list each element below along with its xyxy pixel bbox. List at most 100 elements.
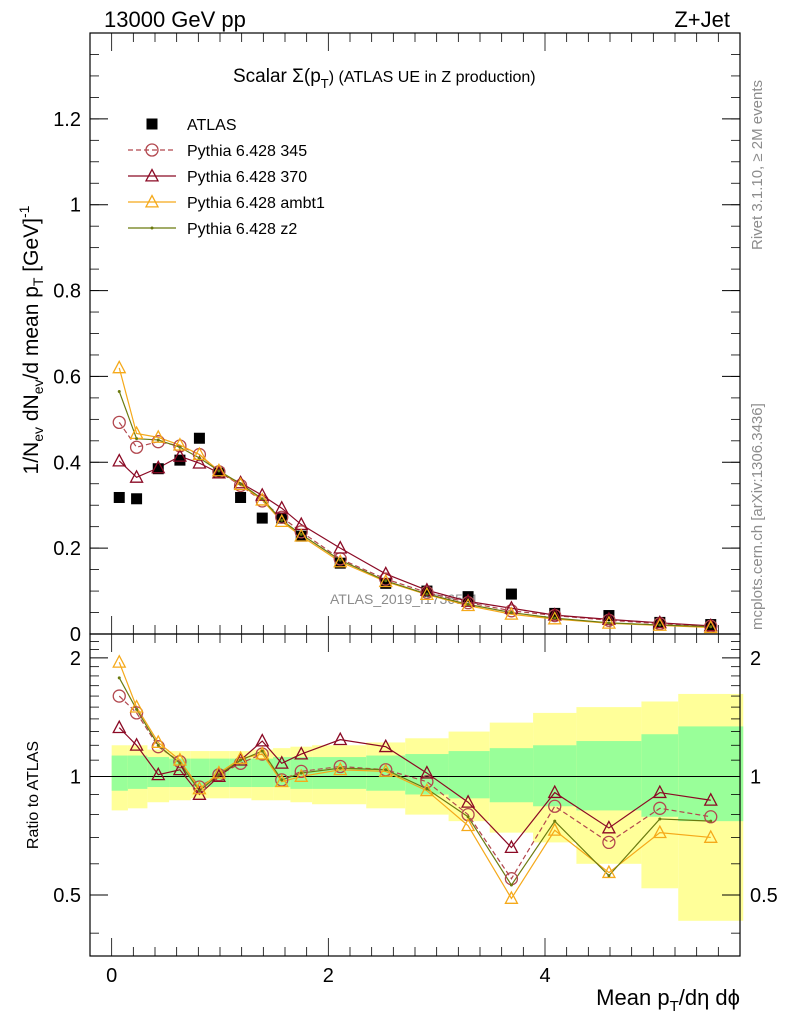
ratio-band-inner xyxy=(190,758,210,788)
plot-title-tail: ) (ATLAS UE in Z production) xyxy=(329,69,536,86)
main-y-tick-label: 0.6 xyxy=(53,366,81,388)
ratio-point-p345 xyxy=(333,759,347,774)
ratio-band-inner xyxy=(641,734,679,817)
legend-marker-z2 xyxy=(150,226,154,230)
main-point-z2 xyxy=(239,482,243,486)
main-point-ambt1 xyxy=(703,619,718,634)
ratio-point-z2 xyxy=(135,707,139,711)
main-y-tick-label: 0.2 xyxy=(53,538,81,560)
main-point-z2 xyxy=(217,469,221,473)
main-point-p370 xyxy=(652,614,667,629)
main-point-atlas xyxy=(256,512,268,524)
ratio-band-inner xyxy=(251,758,274,788)
main-point-atlas xyxy=(193,432,205,444)
ratio-point-ambt1 xyxy=(601,864,616,879)
ratio-band-inner xyxy=(127,755,148,789)
main-point-p370 xyxy=(274,500,289,514)
main-point-z2 xyxy=(260,497,264,501)
main-point-z2 xyxy=(117,389,121,393)
main-point-atlas xyxy=(334,557,346,569)
ratio-uncertainty-bands xyxy=(111,693,744,921)
ratio-point-p370 xyxy=(233,752,248,766)
ratio-series-line-p370 xyxy=(118,727,711,849)
main-point-atlas xyxy=(380,577,392,589)
ratio-point-z2 xyxy=(384,768,388,772)
main-point-p345 xyxy=(294,525,308,539)
x-tick-label: 4 xyxy=(539,965,550,987)
main-point-p370 xyxy=(172,448,187,462)
ratio-y-tick-label-right: 1 xyxy=(750,766,761,788)
ratio-point-ambt1 xyxy=(547,822,562,836)
main-point-p370 xyxy=(211,465,226,479)
main-point-atlas xyxy=(276,512,288,524)
main-data-layer xyxy=(112,359,718,634)
ratio-point-z2 xyxy=(425,787,429,791)
ratio-point-p370 xyxy=(378,738,393,753)
plot-title: Scalar Σ(pT) (ATLAS UE in Z production) xyxy=(233,66,536,91)
main-point-atlas xyxy=(152,463,164,475)
main-point-z2 xyxy=(384,579,388,583)
main-point-atlas xyxy=(174,454,186,466)
main-point-z2 xyxy=(509,611,513,615)
ratio-point-p370 xyxy=(172,761,187,776)
ratio-point-z2 xyxy=(260,749,264,753)
ratio-point-ambt1 xyxy=(504,890,519,904)
main-y-tick-label: 1.2 xyxy=(53,109,81,131)
main-point-p345 xyxy=(112,415,126,430)
ratio-y-tick-label-right: 0.5 xyxy=(750,885,778,907)
ratio-point-p370 xyxy=(703,792,718,806)
main-point-z2 xyxy=(658,623,662,627)
main-y-tick-label: 0.4 xyxy=(53,452,81,474)
x-axis-label-main: Mean p xyxy=(596,985,669,1010)
main-point-ambt1 xyxy=(378,573,393,588)
ratio-band-inner xyxy=(147,757,170,788)
ratio-point-p370 xyxy=(461,794,476,808)
main-point-p370 xyxy=(151,459,166,474)
main-point-z2 xyxy=(299,532,303,536)
legend-label-z2: Pythia 6.428 z2 xyxy=(187,221,297,238)
ratio-point-p345 xyxy=(653,801,667,815)
ratio-band-inner xyxy=(576,741,642,811)
main-point-z2 xyxy=(466,602,470,606)
main-point-z2 xyxy=(553,616,557,620)
main-point-ambt1 xyxy=(255,492,270,506)
side-label-rivet: Rivet 3.1.10, ≥ 2M events xyxy=(749,80,766,250)
ratio-point-z2 xyxy=(607,874,611,878)
ratio-point-z2 xyxy=(178,761,182,765)
ratio-y-tick-label: 2 xyxy=(70,648,81,670)
ratio-point-p370 xyxy=(419,765,434,779)
ratio-y-axis-label: Ratio to ATLAS xyxy=(25,741,42,849)
main-point-p370 xyxy=(547,607,562,621)
main-point-p345 xyxy=(504,604,519,618)
legend-label-p370: Pythia 6.428 370 xyxy=(187,169,307,186)
main-point-p345 xyxy=(461,596,475,610)
main-point-atlas xyxy=(213,467,225,479)
main-point-atlas xyxy=(654,616,666,628)
legend-marker-p345 xyxy=(145,143,159,157)
main-point-ambt1 xyxy=(504,606,519,620)
ratio-point-p370 xyxy=(294,746,309,760)
ratio-point-ambt1 xyxy=(703,829,718,843)
ratio-point-ambt1 xyxy=(211,765,226,779)
ratio-point-p345 xyxy=(294,764,308,779)
ratio-band-inner xyxy=(533,745,577,807)
ratio-data-layer xyxy=(112,654,718,904)
legend: ATLAS Pythia 6.428 345 Pythia 6.428 370 Pyt… xyxy=(128,117,325,238)
plot-title-main: Scalar Σ(p xyxy=(233,66,321,87)
ratio-series-line-p345 xyxy=(118,695,711,880)
ratio-point-p345 xyxy=(129,706,144,720)
main-point-p370 xyxy=(192,455,207,469)
x-tick-label: 0 xyxy=(106,965,117,987)
main-point-atlas xyxy=(131,493,143,505)
main-point-z2 xyxy=(425,592,429,596)
ratio-point-p370 xyxy=(129,737,144,751)
main-point-z2 xyxy=(280,518,284,522)
ratio-point-z2 xyxy=(709,819,713,823)
ratio-point-ambt1 xyxy=(192,780,207,795)
legend-label-ambt1: Pythia 6.428 ambt1 xyxy=(187,195,325,212)
legend-marker-p370 xyxy=(144,168,160,182)
main-point-ambt1 xyxy=(274,513,289,528)
ratio-point-z2 xyxy=(117,676,121,680)
main-point-z2 xyxy=(135,437,139,441)
